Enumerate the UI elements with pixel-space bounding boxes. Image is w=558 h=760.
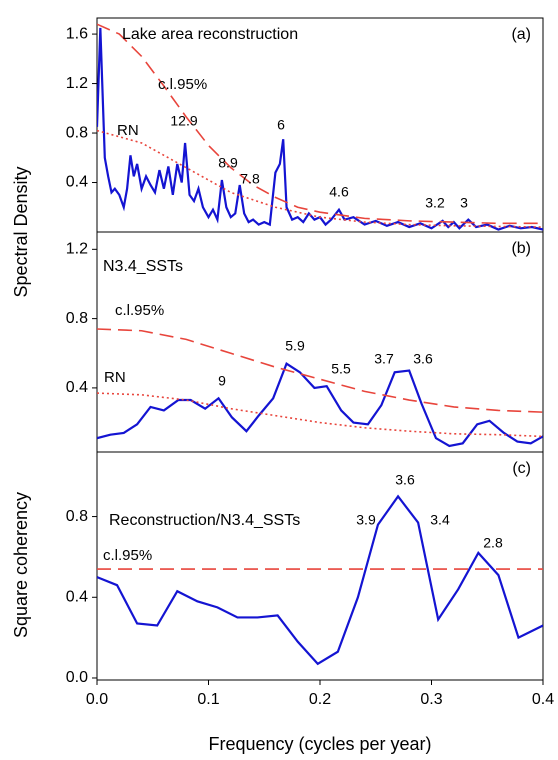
series-line (97, 328, 543, 413)
peak-label: 2.8 (483, 535, 503, 551)
y-tick-label: 0.8 (66, 310, 88, 327)
x-tick-label: 0.4 (532, 691, 554, 708)
series-label: RN (117, 122, 139, 139)
x-tick-label: 0.0 (86, 691, 108, 708)
x-tick-label: 0.2 (309, 691, 331, 708)
panel-label: (a) (511, 26, 531, 43)
y-tick-label: 0.4 (66, 588, 88, 605)
series-label: c.l.95% (103, 547, 152, 564)
plot-frame (96, 451, 544, 681)
series-label: c.l.95% (158, 76, 207, 93)
series-line (97, 27, 543, 231)
peak-label: 5.5 (331, 361, 351, 377)
y-tick-label: 0.4 (66, 379, 88, 396)
series-line (97, 494, 543, 666)
x-axis-title: Frequency (cycles per year) (208, 734, 431, 754)
x-tick-label: 0.1 (197, 691, 219, 708)
peak-label: 3.6 (413, 351, 433, 367)
y-tick-label: 1.6 (66, 25, 88, 42)
peak-label: 12.9 (170, 113, 197, 129)
peak-label: 4.6 (329, 184, 349, 200)
y-tick-label: 0.0 (66, 669, 88, 686)
y-axis-title: Square coherency (11, 492, 31, 638)
panel-title: N3.4_SSTs (103, 258, 183, 275)
panel-title: Lake area reconstruction (122, 26, 298, 43)
panel-label: (c) (512, 460, 531, 477)
panel-label: (b) (511, 240, 531, 257)
panel-title: Reconstruction/N3.4_SSTs (109, 512, 300, 529)
series-line (97, 23, 543, 225)
peak-label: 3 (460, 195, 468, 211)
series-line (97, 129, 543, 228)
series-label: c.l.95% (115, 302, 164, 319)
series-label: RN (104, 369, 126, 386)
series-line (97, 392, 543, 438)
peak-label: 3.4 (430, 512, 450, 528)
peak-label: 7.8 (240, 171, 260, 187)
peak-label: 5.9 (285, 338, 305, 354)
y-tick-label: 0.8 (66, 508, 88, 525)
y-tick-label: 0.8 (66, 124, 88, 141)
peak-label: 6 (277, 117, 285, 133)
peak-label: 3.2 (425, 195, 445, 211)
peak-label: 3.6 (395, 472, 415, 488)
peak-label: 8.9 (218, 155, 238, 171)
peak-label: 3.7 (374, 351, 394, 367)
y-axis-title: Spectral Density (11, 166, 31, 297)
y-tick-label: 1.2 (66, 75, 88, 92)
y-tick-label: 0.4 (66, 174, 88, 191)
peak-label: 3.9 (356, 512, 376, 528)
plot-frame (96, 17, 544, 233)
y-tick-label: 1.2 (66, 241, 88, 258)
peak-label: 9 (218, 373, 226, 389)
x-tick-label: 0.3 (420, 691, 442, 708)
